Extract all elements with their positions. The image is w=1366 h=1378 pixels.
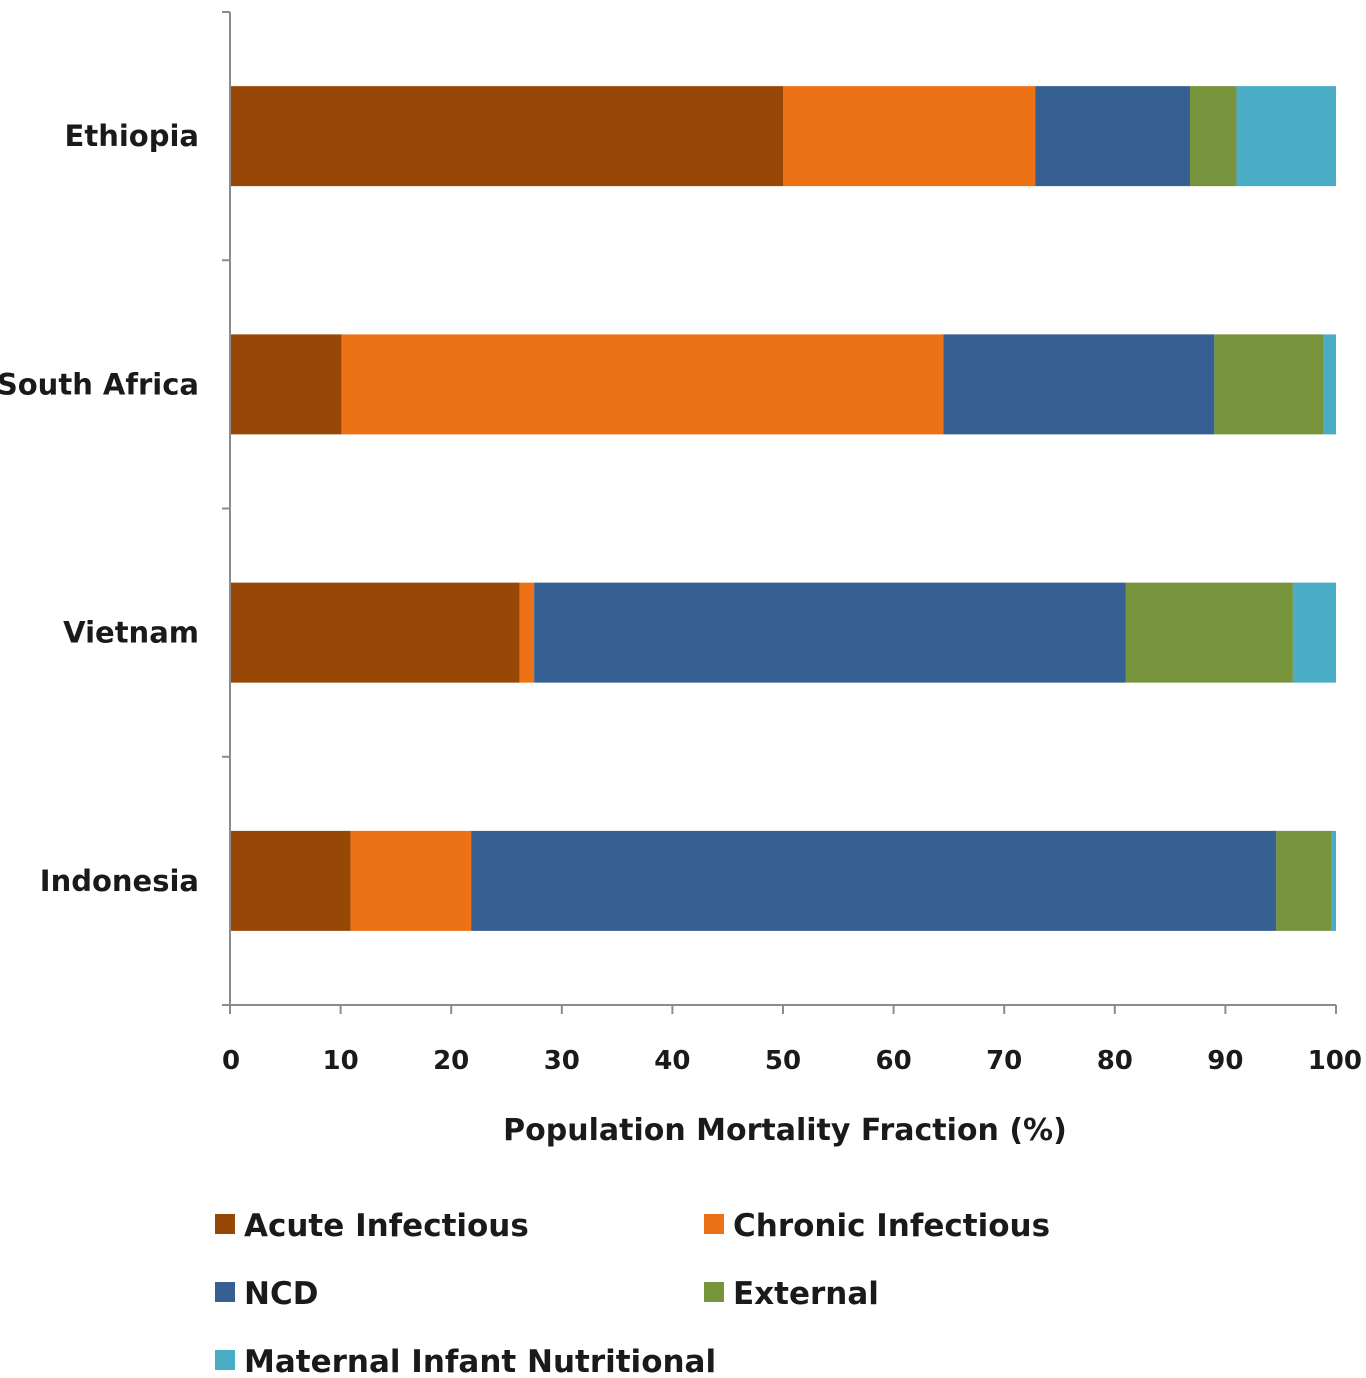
bar-south-africa-ncd (943, 334, 1215, 435)
category-label-vietnam: Vietnam (63, 616, 199, 650)
bar-indonesia-ncd (471, 830, 1277, 931)
value-axis: 0 10 20 30 40 50 60 70 80 90 100 (222, 1004, 1362, 1076)
x-tick-label-10: 10 (323, 1046, 359, 1076)
x-tick-label-50: 50 (765, 1046, 801, 1076)
x-tick-label-60: 60 (876, 1046, 912, 1076)
bar-south-africa-maternal-infant-nutritional (1323, 334, 1336, 435)
x-tick-label-80: 80 (1097, 1046, 1133, 1076)
bar-indonesia-acute-infectious (230, 830, 351, 931)
legend-label-ncd: NCD (244, 1276, 318, 1312)
x-tick-label-70: 70 (986, 1046, 1022, 1076)
bar-ethiopia-chronic-infectious (783, 86, 1036, 187)
bar-indonesia-chronic-infectious (350, 830, 472, 931)
x-tick-label-30: 30 (544, 1046, 580, 1076)
category-label-ethiopia: Ethiopia (65, 119, 199, 153)
bar-south-africa-chronic-infectious (341, 334, 944, 435)
legend-swatch-ncd (215, 1282, 235, 1302)
bar-ethiopia-maternal-infant-nutritional (1236, 86, 1336, 187)
x-tick-label-20: 20 (433, 1046, 469, 1076)
category-label-indonesia: Indonesia (40, 864, 199, 898)
legend-label-acute-infectious: Acute Infectious (244, 1208, 529, 1244)
x-tick-label-40: 40 (654, 1046, 690, 1076)
bar-indonesia-maternal-infant-nutritional (1331, 830, 1336, 931)
legend-label-chronic-infectious: Chronic Infectious (733, 1208, 1050, 1244)
x-axis-title: Population Mortality Fraction (%) (503, 1113, 1067, 1148)
bar-area (230, 86, 1336, 931)
legend-swatch-acute-infectious (215, 1214, 235, 1234)
bar-ethiopia-acute-infectious (230, 86, 783, 187)
bar-south-africa-external (1214, 334, 1324, 435)
bar-indonesia-external (1276, 830, 1332, 931)
bar-vietnam-acute-infectious (230, 582, 520, 683)
legend-label-maternal-infant-nutritional: Maternal Infant Nutritional (244, 1344, 716, 1378)
legend-swatch-chronic-infectious (704, 1214, 724, 1234)
category-axis: Ethiopia South Africa Vietnam Indonesia (0, 11, 231, 1006)
legend-label-external: External (733, 1276, 879, 1312)
legend: Acute Infectious Chronic Infectious NCD Ext… (215, 1208, 1050, 1378)
x-tick-label-0: 0 (222, 1046, 240, 1076)
bar-ethiopia-external (1190, 86, 1237, 187)
category-label-south-africa: South Africa (0, 367, 199, 401)
bar-vietnam-ncd (534, 582, 1126, 683)
bar-vietnam-external (1125, 582, 1293, 683)
bar-ethiopia-ncd (1035, 86, 1191, 187)
legend-swatch-external (704, 1282, 724, 1302)
x-tick-label-100: 100 (1308, 1046, 1362, 1076)
bar-vietnam-maternal-infant-nutritional (1292, 582, 1336, 683)
bar-vietnam-chronic-infectious (519, 582, 535, 683)
bar-south-africa-acute-infectious (230, 334, 342, 435)
legend-swatch-maternal-infant-nutritional (215, 1350, 235, 1370)
x-tick-label-90: 90 (1207, 1046, 1243, 1076)
